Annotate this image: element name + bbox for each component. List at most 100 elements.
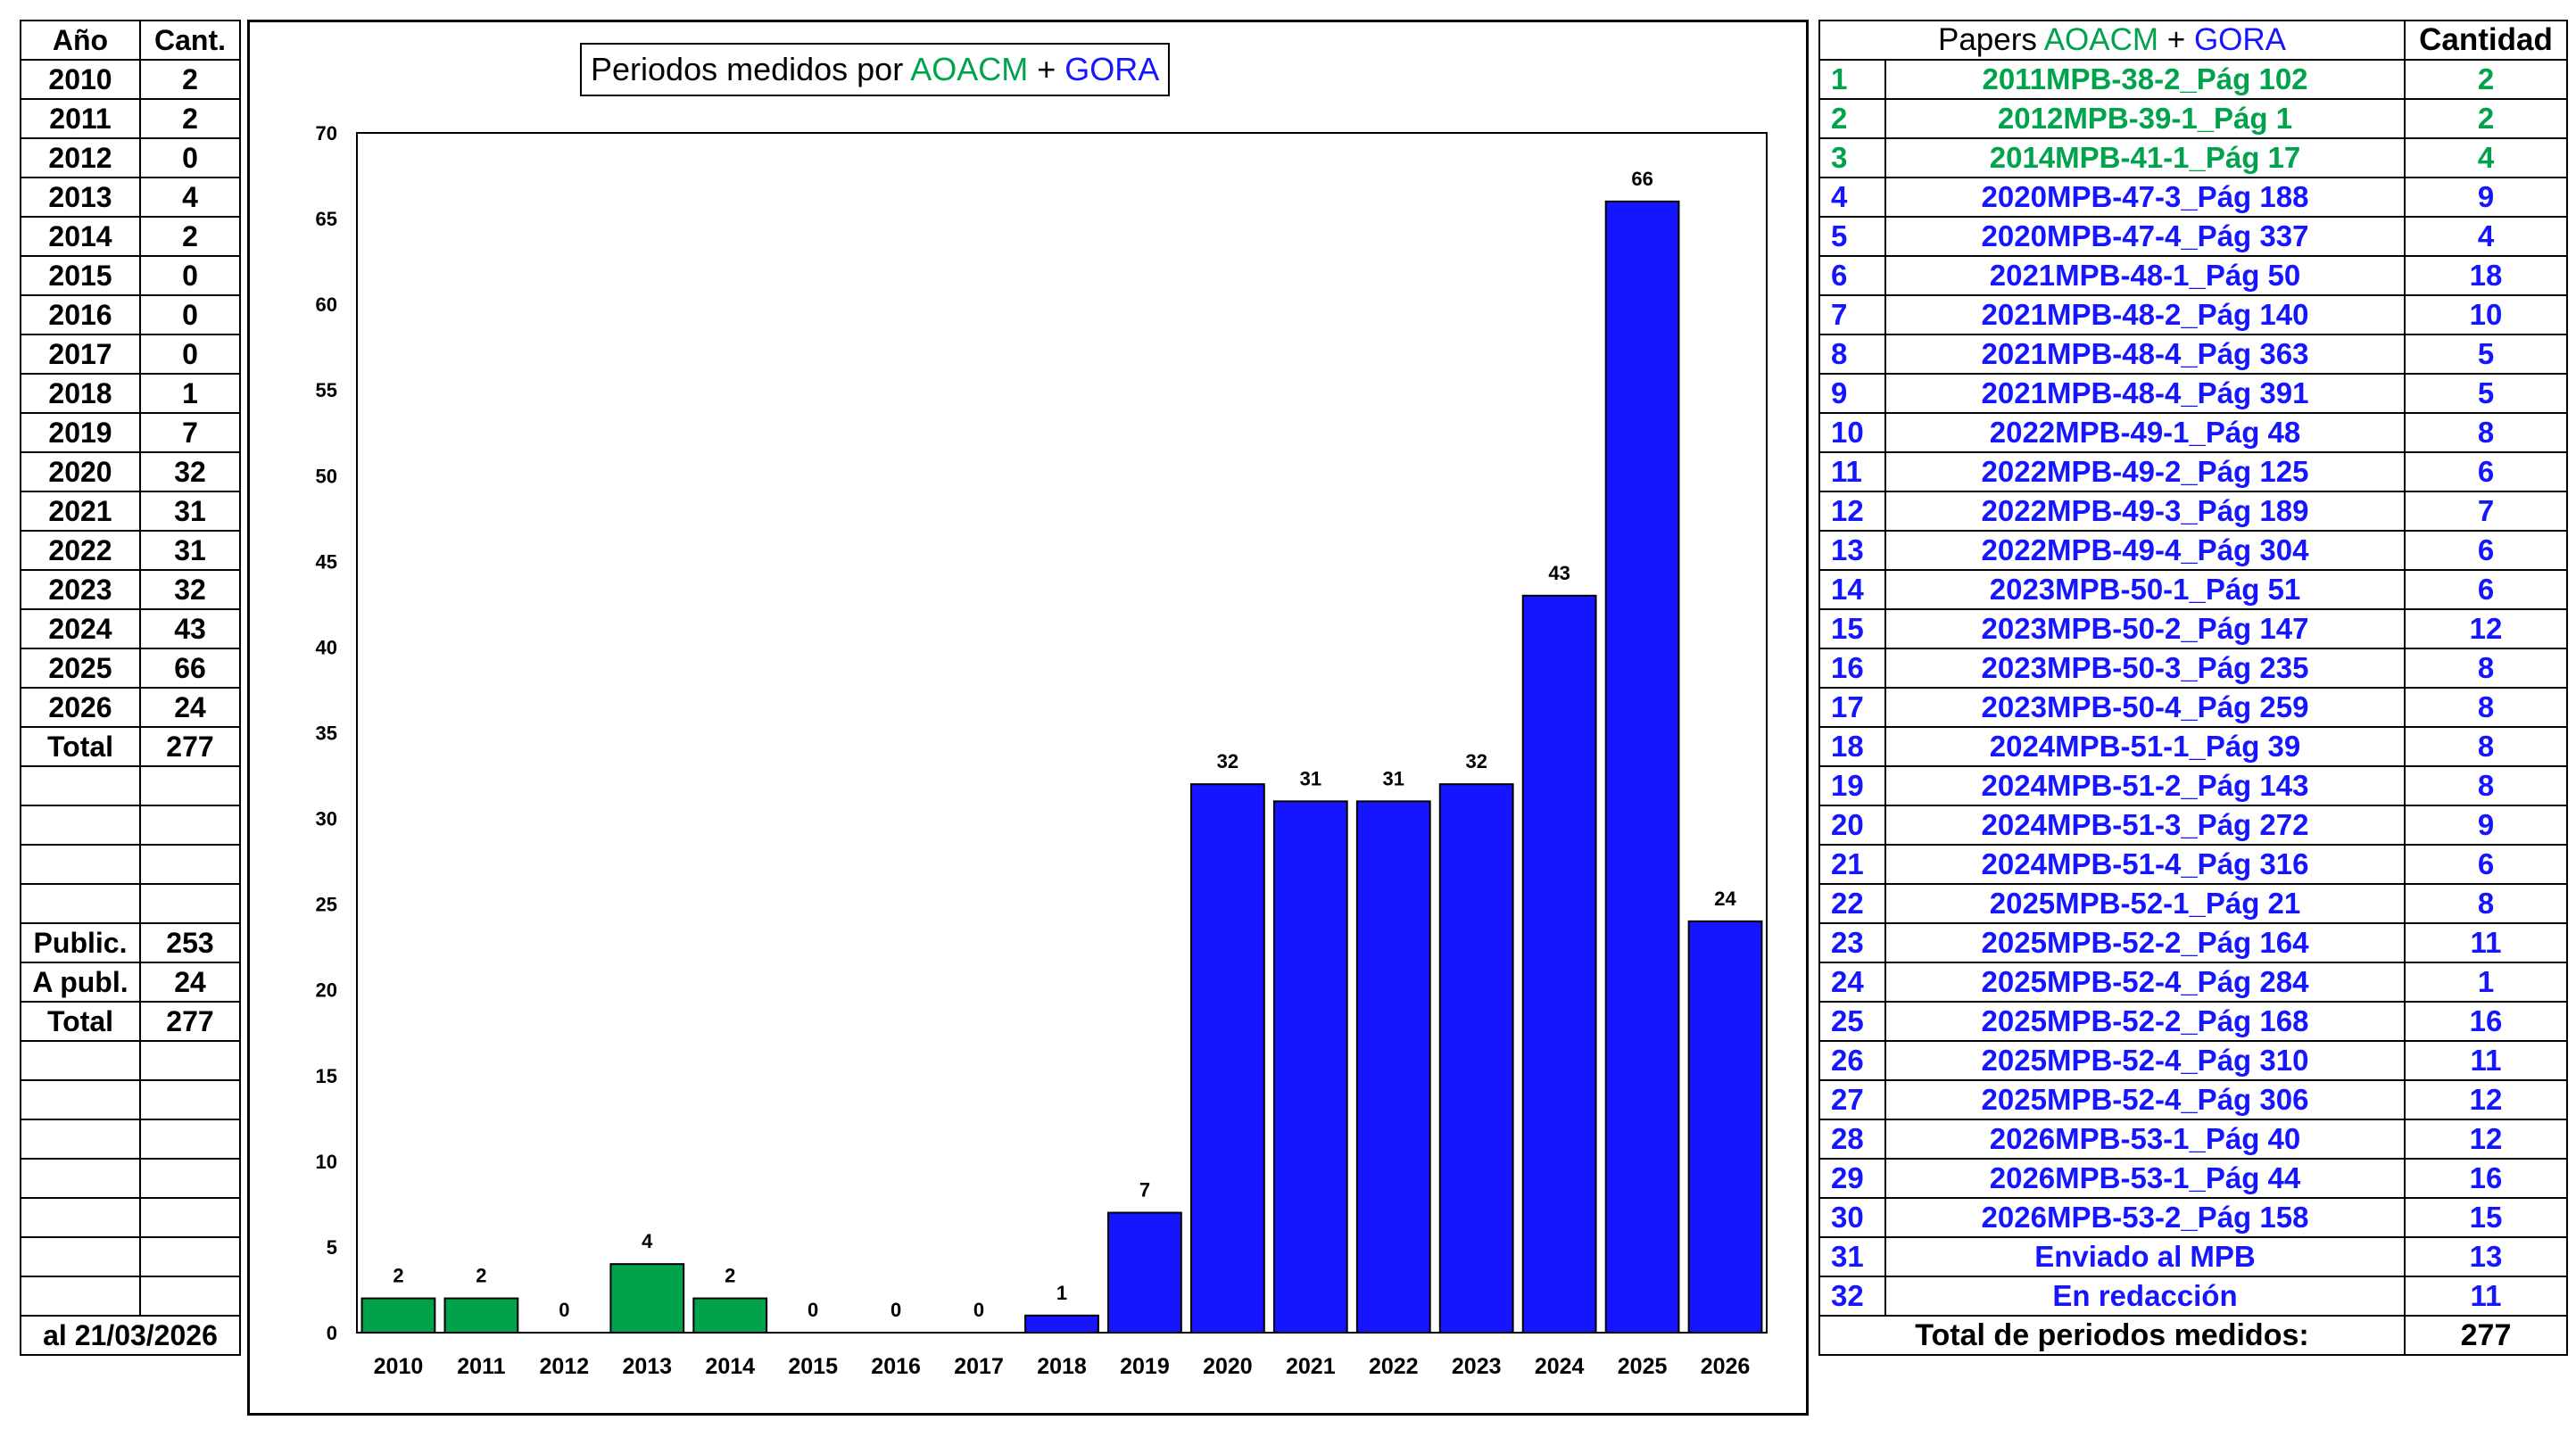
data-label-2021: 31	[1300, 767, 1321, 789]
empty-row-value	[139, 1236, 241, 1277]
date-row: al 21/03/2026	[20, 1315, 241, 1356]
empty-row-value	[139, 805, 241, 846]
empty-row	[20, 1079, 241, 1120]
paper-name: 2022MPB-49-2_Pág 125	[1884, 451, 2406, 492]
bar-2013	[609, 1263, 685, 1334]
paper-name: 2020MPB-47-3_Pág 188	[1884, 177, 2406, 218]
paper-count: 12	[2404, 608, 2568, 649]
x-tick-label-2016: 2016	[871, 1354, 921, 1379]
empty-row-value	[139, 1079, 241, 1120]
x-tick-label-2020: 2020	[1203, 1354, 1253, 1379]
paper-number: 31	[1818, 1236, 1886, 1277]
left-total-row-label: Total	[20, 726, 141, 767]
summary-row-value: 253	[139, 922, 241, 963]
data-label-2023: 32	[1465, 750, 1487, 772]
data-label-2011: 2	[476, 1265, 486, 1287]
papers-header: Papers AOACM + GORA	[1818, 20, 2406, 61]
year-row-value: 2	[139, 216, 241, 257]
year-row: 2025 66	[20, 648, 241, 689]
year-row-value: 0	[139, 334, 241, 375]
paper-row: 25 2025MPB-52-2_Pág 168 16	[1818, 1001, 2568, 1042]
year-row: 2024 43	[20, 608, 241, 649]
paper-name: 2023MPB-50-4_Pág 259	[1884, 687, 2406, 728]
empty-row-value	[139, 844, 241, 885]
empty-row-value	[139, 1040, 241, 1081]
paper-number: 5	[1818, 216, 1886, 257]
summary-row-label: Public.	[20, 922, 141, 963]
paper-count: 6	[2404, 844, 2568, 885]
paper-name: 2021MPB-48-2_Pág 140	[1884, 294, 2406, 335]
papers-total-label: Total de periodos medidos:	[1818, 1315, 2406, 1356]
year-row: 2018 1	[20, 373, 241, 414]
paper-number: 18	[1818, 726, 1886, 767]
empty-row	[20, 805, 241, 846]
bar-2025	[1604, 200, 1680, 1334]
year-row-label: 2022	[20, 530, 141, 571]
empty-row	[20, 883, 241, 924]
papers-total-value: 277	[2404, 1315, 2568, 1356]
x-tick-label-2022: 2022	[1369, 1354, 1419, 1379]
paper-row: 6 2021MPB-48-1_Pág 50 18	[1818, 255, 2568, 296]
as-of-date: al 21/03/2026	[20, 1315, 241, 1356]
paper-count: 8	[2404, 687, 2568, 728]
data-label-2015: 0	[808, 1299, 818, 1321]
paper-count: 4	[2404, 216, 2568, 257]
year-row: 2014 2	[20, 216, 241, 257]
paper-name: 2014MPB-41-1_Pág 17	[1884, 137, 2406, 178]
papers-header-prefix: Papers	[1937, 22, 2044, 57]
paper-count: 6	[2404, 569, 2568, 610]
year-row-value: 24	[139, 687, 241, 728]
summary-row-label: Total	[20, 1001, 141, 1042]
bar-2023	[1438, 783, 1514, 1334]
summary-row-label: A publ.	[20, 962, 141, 1003]
paper-row: 31 Enviado al MPB 13	[1818, 1236, 2568, 1277]
paper-name: En redacción	[1884, 1276, 2406, 1317]
paper-name: 2023MPB-50-2_Pág 147	[1884, 608, 2406, 649]
summary-row-value: 24	[139, 962, 241, 1003]
year-row-label: 2016	[20, 294, 141, 335]
empty-row-label	[20, 883, 141, 924]
year-row: 2021 31	[20, 491, 241, 532]
data-label-2020: 32	[1217, 750, 1238, 772]
paper-count: 8	[2404, 648, 2568, 689]
paper-name: 2021MPB-48-4_Pág 363	[1884, 334, 2406, 375]
paper-row: 28 2026MPB-53-1_Pág 40 12	[1818, 1119, 2568, 1160]
left-total-row-value: 277	[139, 726, 241, 767]
paper-number: 15	[1818, 608, 1886, 649]
paper-name: 2026MPB-53-1_Pág 44	[1884, 1158, 2406, 1199]
empty-row-value	[139, 1119, 241, 1160]
empty-row-value	[139, 883, 241, 924]
paper-number: 11	[1818, 451, 1886, 492]
bar-2014	[692, 1297, 768, 1334]
year-row-label: 2020	[20, 451, 141, 492]
paper-name: 2024MPB-51-4_Pág 316	[1884, 844, 2406, 885]
y-tick-label: 45	[316, 550, 337, 573]
empty-row	[20, 844, 241, 885]
paper-name: 2024MPB-51-2_Pág 143	[1884, 765, 2406, 806]
paper-count: 16	[2404, 1158, 2568, 1199]
paper-count: 9	[2404, 805, 2568, 846]
paper-number: 26	[1818, 1040, 1886, 1081]
year-row-label: 2025	[20, 648, 141, 689]
paper-count: 18	[2404, 255, 2568, 296]
empty-row-label	[20, 1040, 141, 1081]
y-tick-label: 40	[316, 636, 337, 658]
data-label-2010: 2	[393, 1265, 403, 1287]
year-row-value: 2	[139, 59, 241, 100]
x-tick-label-2015: 2015	[788, 1354, 838, 1379]
paper-number: 7	[1818, 294, 1886, 335]
paper-row: 8 2021MPB-48-4_Pág 363 5	[1818, 334, 2568, 375]
year-row-value: 7	[139, 412, 241, 453]
papers-table: Papers AOACM + GORA Cantidad 1 2011MPB-38…	[1818, 20, 2568, 1356]
papers-table-header: Papers AOACM + GORA Cantidad	[1818, 20, 2568, 61]
paper-count: 8	[2404, 412, 2568, 453]
year-row-label: 2018	[20, 373, 141, 414]
paper-number: 23	[1818, 922, 1886, 963]
year-row: 2019 7	[20, 412, 241, 453]
paper-name: 2021MPB-48-4_Pág 391	[1884, 373, 2406, 414]
chart-title: Periodos medidos por AOACM + GORA	[580, 43, 1171, 96]
year-row-value: 0	[139, 294, 241, 335]
paper-number: 28	[1818, 1119, 1886, 1160]
bar-2026	[1687, 920, 1763, 1334]
empty-row	[20, 1276, 241, 1317]
